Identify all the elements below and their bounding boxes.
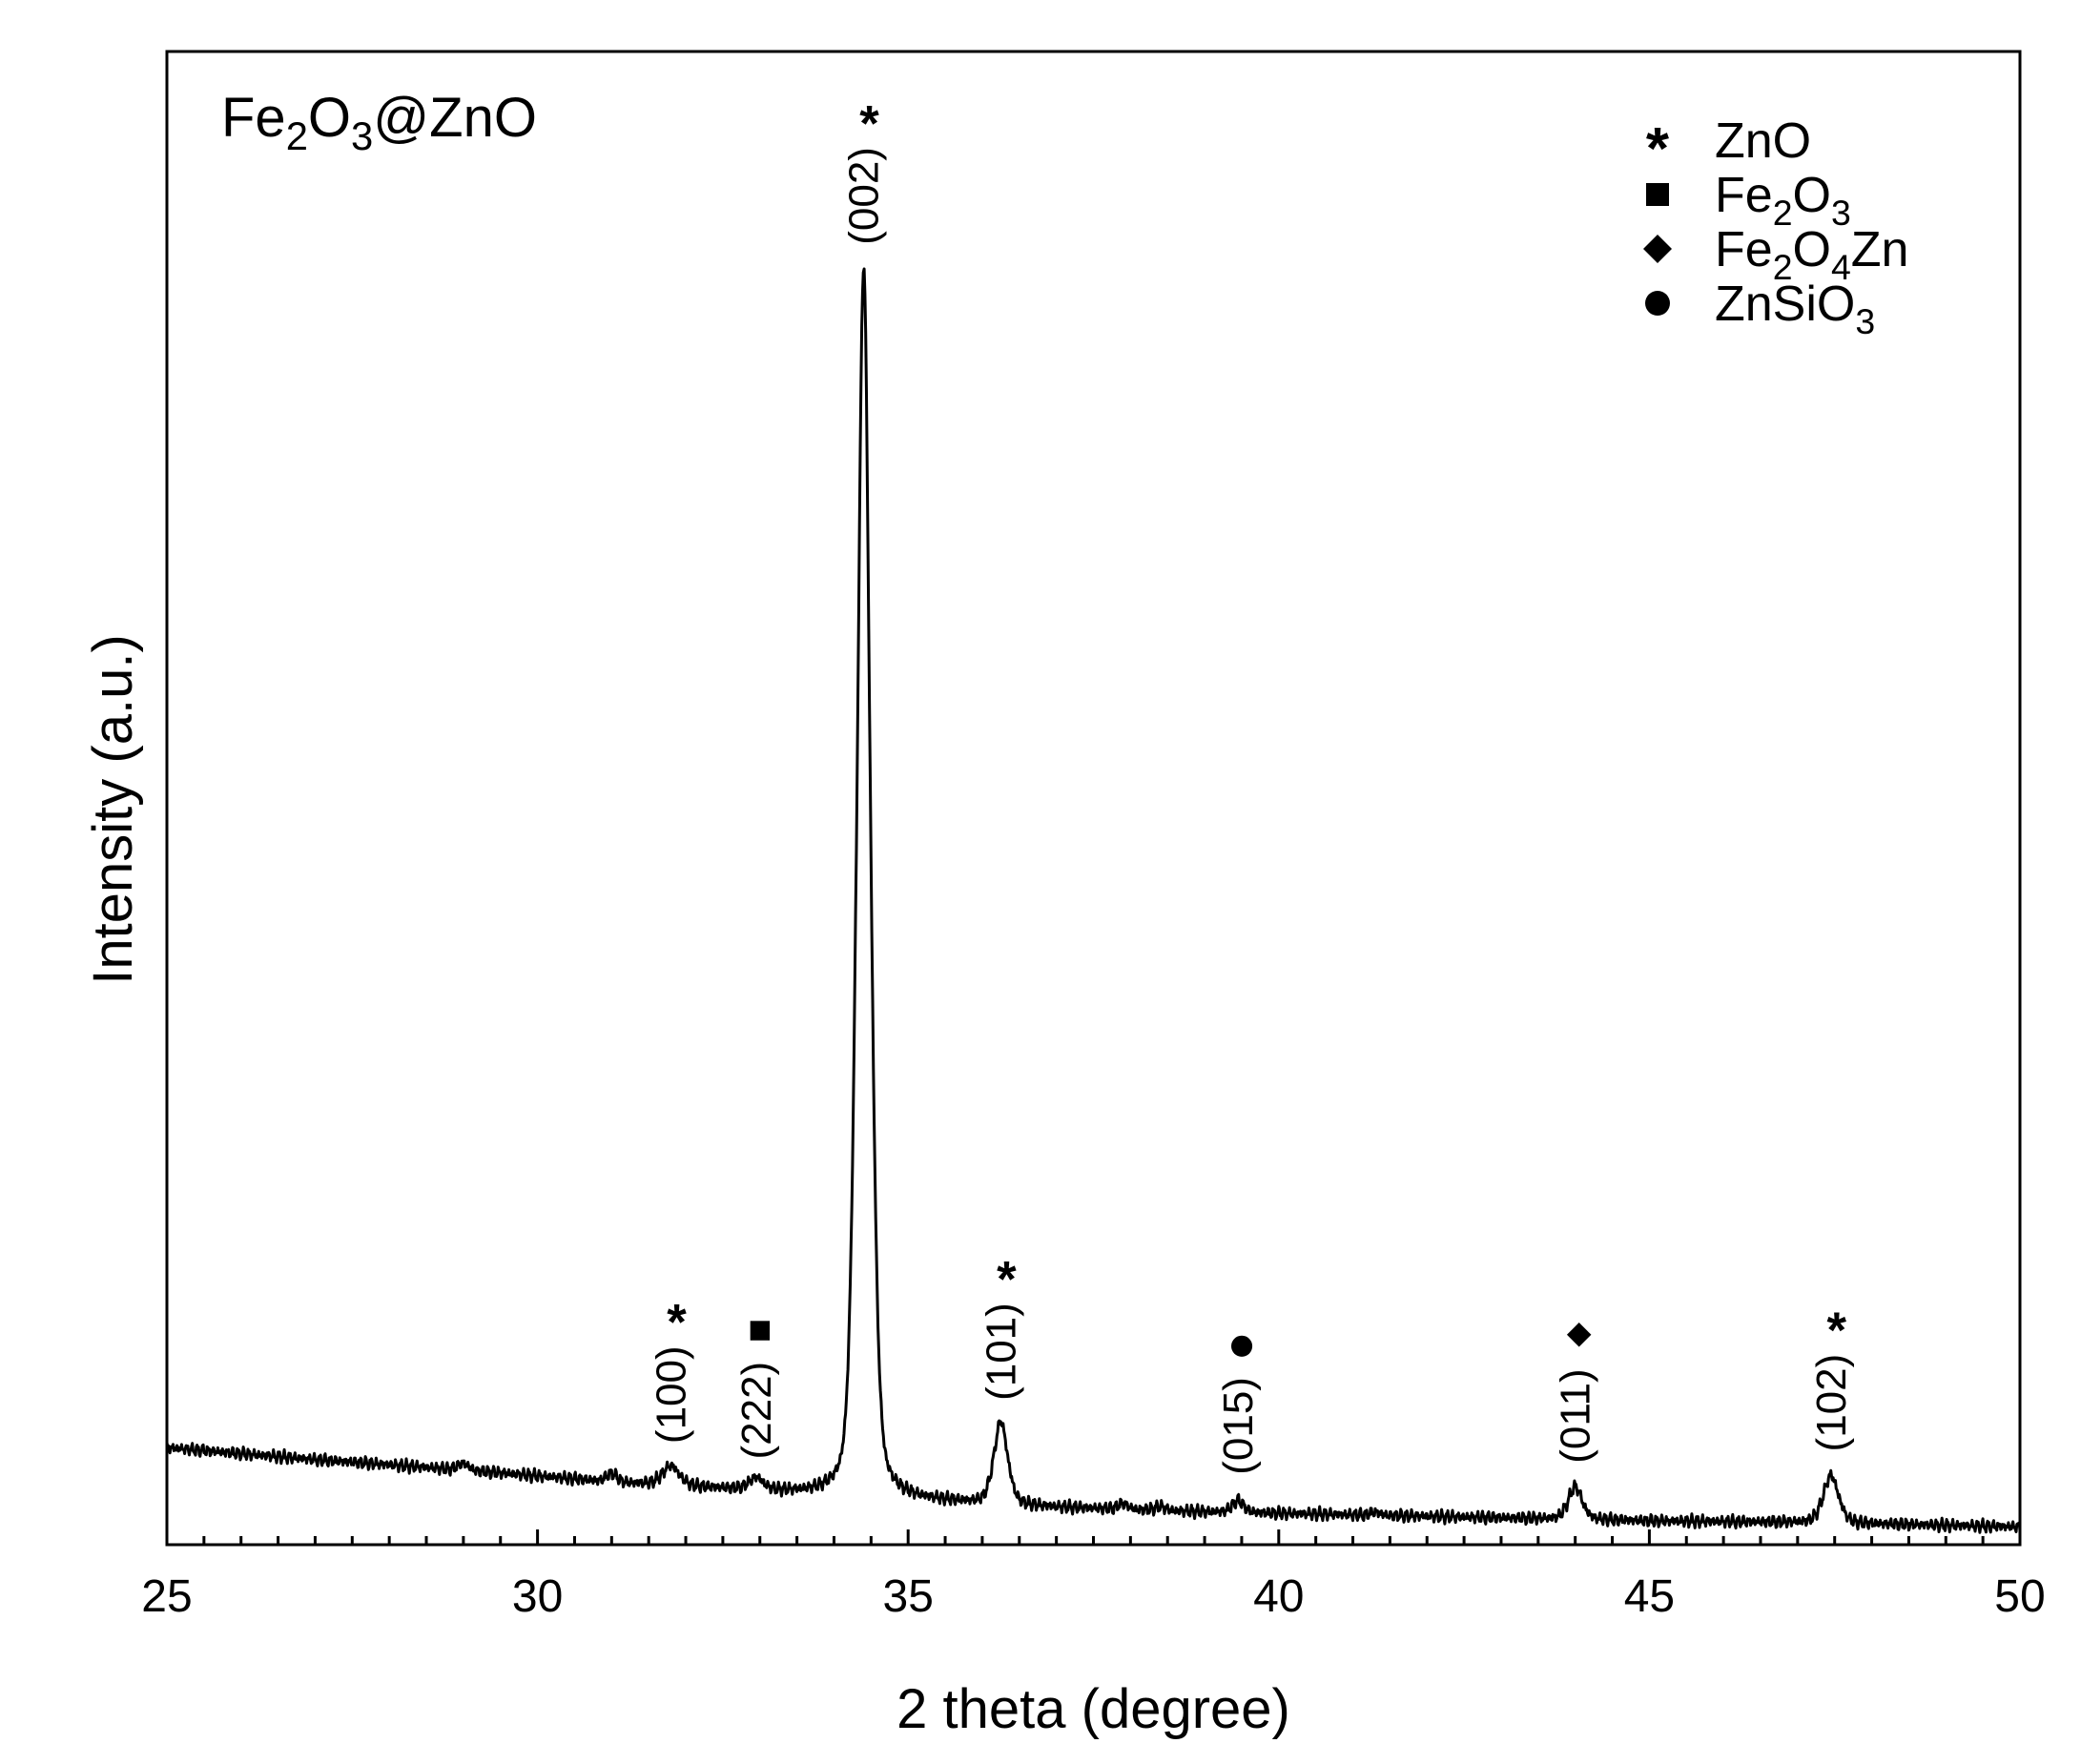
plot-frame — [165, 50, 2022, 1547]
x-tick-label: 45 — [1624, 1571, 1675, 1622]
x-tick-label: 30 — [512, 1571, 563, 1622]
asterisk-marker: * — [1827, 1302, 1847, 1359]
asterisk-marker: * — [667, 1295, 687, 1351]
circle-marker — [1231, 1335, 1253, 1357]
peak-annotation: (222) — [733, 1321, 780, 1460]
square-marker — [750, 1321, 771, 1341]
square-marker — [1646, 183, 1669, 206]
peak-hkl-label: (015) — [1215, 1377, 1262, 1475]
y-axis-label: Intensity (a.u.) — [82, 634, 144, 984]
peak-annotations: (100)*(222)(002)*(101)*(015) (011) (102)* — [648, 95, 1854, 1475]
x-axis-label: 2 theta (degree) — [896, 1678, 1290, 1740]
legend-label: Fe2​O3​ — [1715, 168, 1851, 233]
diamond-marker — [1566, 1323, 1592, 1347]
x-tick-label: 35 — [883, 1571, 934, 1622]
peak-annotation: (011) — [1553, 1323, 1599, 1464]
x-tick-label: 25 — [141, 1571, 192, 1622]
legend-item: ZnSiO3​ — [1645, 277, 1875, 341]
x-tick-label: 40 — [1253, 1571, 1304, 1622]
legend-item: * ZnO — [1646, 113, 1811, 182]
peak-annotation: (100)* — [648, 1295, 694, 1445]
diffraction-pattern-line — [165, 267, 2022, 1534]
legend-label: ZnO — [1715, 113, 1811, 169]
peak-annotation: (102)* — [1808, 1302, 1855, 1452]
peak-hkl-label: (102) — [1808, 1354, 1855, 1452]
asterisk-marker: * — [859, 95, 879, 152]
diamond-marker — [1643, 235, 1672, 263]
peak-annotation: (015) — [1215, 1335, 1262, 1475]
circle-marker — [1645, 291, 1670, 316]
sample-label: Fe2​O3​@ZnO — [221, 87, 537, 158]
peak-hkl-label: (100) — [648, 1345, 694, 1444]
x-axis: 25 30 35 40 45 50 — [141, 1529, 2046, 1622]
peak-annotation: (101)* — [978, 1251, 1024, 1401]
peak-hkl-label: (222) — [733, 1362, 780, 1460]
legend-item: Fe2​O3​ — [1646, 168, 1851, 233]
peak-hkl-label: (002) — [841, 147, 888, 245]
peak-annotation: (002)* — [841, 95, 888, 245]
x-tick-label: 50 — [1994, 1571, 2045, 1622]
peak-hkl-label: (101) — [978, 1302, 1024, 1401]
legend-item: Fe2​O4​Zn — [1643, 222, 1908, 287]
asterisk-marker: * — [1646, 116, 1670, 182]
asterisk-marker: * — [997, 1251, 1017, 1307]
peak-hkl-label: (011) — [1553, 1368, 1599, 1463]
legend-label: ZnSiO3​ — [1715, 277, 1875, 341]
legend-label: Fe2​O4​Zn — [1715, 222, 1908, 287]
